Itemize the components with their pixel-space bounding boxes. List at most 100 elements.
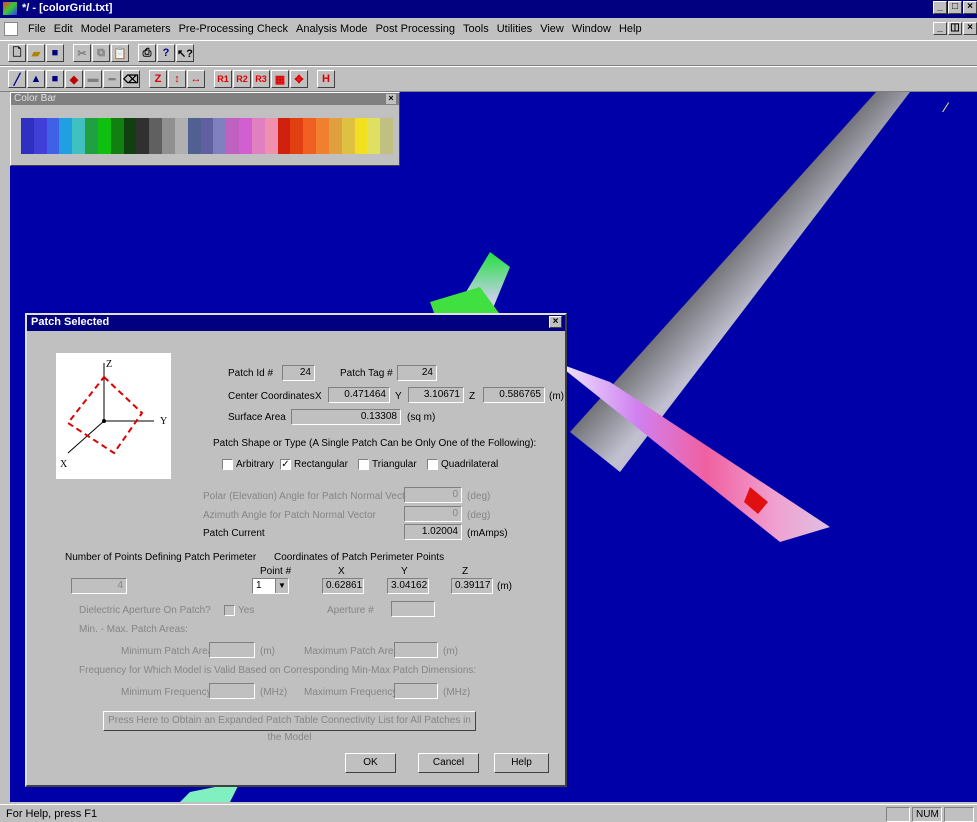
triangular-label: Triangular: [372, 459, 417, 470]
cancel-button[interactable]: Cancel: [418, 753, 479, 773]
patch-id-field: 24: [282, 365, 315, 381]
polar-angle-label: Polar (Elevation) Angle for Patch Normal…: [203, 491, 414, 502]
max-area-field: [394, 642, 438, 658]
color-swatch: [213, 118, 227, 154]
color-swatch: [97, 118, 111, 154]
maximize-button[interactable]: □: [948, 1, 962, 14]
app-icon: [3, 2, 17, 15]
color-swatch: [380, 118, 394, 154]
menu-window[interactable]: Window: [571, 23, 611, 35]
document-icon[interactable]: [4, 22, 18, 36]
triangle-patch-icon[interactable]: ▲: [27, 70, 45, 88]
point-x-header: X: [338, 566, 345, 577]
triangular-checkbox[interactable]: [358, 459, 369, 470]
min-area-field: [209, 642, 255, 658]
child-close-button[interactable]: ×: [963, 22, 977, 35]
new-file-icon[interactable]: 🗋: [8, 44, 26, 62]
dialog-title-bar: Patch Selected ×: [27, 315, 565, 331]
menu-analysis-mode[interactable]: Analysis Mode: [296, 23, 368, 35]
close-button[interactable]: ×: [963, 1, 977, 14]
r3-button[interactable]: R3: [252, 70, 270, 88]
patch-id-label: Patch Id #: [228, 368, 274, 379]
minimize-button[interactable]: _: [933, 1, 947, 14]
num-points-field: 4: [71, 578, 127, 594]
frequency-heading: Frequency for Which Model is Valid Based…: [79, 665, 477, 676]
dielectric-yes-checkbox[interactable]: [224, 605, 235, 616]
wire-tool-icon[interactable]: ╱: [8, 70, 26, 88]
about-icon[interactable]: ?: [157, 44, 175, 62]
open-folder-icon[interactable]: ▰: [27, 44, 45, 62]
arbitrary-checkbox[interactable]: [222, 459, 233, 470]
paste-icon[interactable]: 📋: [111, 44, 129, 62]
save-icon[interactable]: ■: [46, 44, 64, 62]
standard-toolbar: 🗋 ▰ ■ ✂ ⧉ 📋 ⎙ ? ↖?: [0, 40, 977, 66]
rectangle-patch-icon[interactable]: ■: [46, 70, 64, 88]
color-swatch: [251, 118, 265, 154]
chevron-down-icon[interactable]: ▼: [275, 579, 288, 593]
center-z-label: Z: [469, 391, 476, 402]
color-bar-close-icon[interactable]: ×: [386, 94, 396, 104]
z-axis-label: Z: [106, 359, 112, 370]
patch-orientation-diagram: Z Y X: [56, 353, 171, 479]
center-y-field: 3.10671: [408, 387, 464, 403]
menu-bar: File Edit Model Parameters Pre-Processin…: [0, 18, 977, 40]
status-help-text: For Help, press F1: [6, 808, 98, 820]
color-swatch: [226, 118, 240, 154]
aperture-number-field: [391, 601, 435, 617]
aperture-number-label: Aperture #: [327, 605, 374, 616]
h-button[interactable]: H: [317, 70, 335, 88]
dialog-close-icon[interactable]: ×: [549, 316, 562, 328]
child-restore-button[interactable]: ◫: [948, 22, 962, 35]
circle-patch-icon[interactable]: ◆: [65, 70, 83, 88]
rectangular-checkbox[interactable]: ✓: [280, 459, 291, 470]
menu-tools[interactable]: Tools: [463, 23, 489, 35]
horizontal-arrows-icon[interactable]: ↔: [187, 70, 205, 88]
point-number-select[interactable]: 1 ▼: [252, 578, 289, 594]
azimuth-angle-unit: (deg): [467, 510, 491, 521]
print-icon[interactable]: ⎙: [138, 44, 156, 62]
point-unit: (m): [497, 581, 512, 592]
grid-icon[interactable]: ▦: [271, 70, 289, 88]
dash-tool-icon[interactable]: ▬: [84, 70, 102, 88]
point-x-field: 0.62861: [322, 578, 364, 594]
max-frequency-field: [394, 683, 438, 699]
menu-model-parameters[interactable]: Model Parameters: [80, 23, 171, 35]
axes-diagram-graphic: Z Y X: [60, 359, 167, 470]
azimuth-angle-label: Azimuth Angle for Patch Normal Vector: [203, 510, 376, 521]
color-swatch: [149, 118, 163, 154]
patch-tag-field: 24: [397, 365, 437, 381]
clear-tool-icon[interactable]: ⌫: [122, 70, 140, 88]
menu-utilities[interactable]: Utilities: [496, 23, 533, 35]
move-icon[interactable]: ✥: [290, 70, 308, 88]
child-minimize-button[interactable]: _: [933, 22, 947, 35]
cut-icon[interactable]: ✂: [73, 44, 91, 62]
help-button[interactable]: Help: [494, 753, 549, 773]
min-frequency-unit: (MHz): [260, 687, 288, 698]
color-swatch: [367, 118, 381, 154]
context-help-icon[interactable]: ↖?: [176, 44, 194, 62]
z-axis-button[interactable]: Z: [149, 70, 167, 88]
copy-icon[interactable]: ⧉: [92, 44, 110, 62]
menu-file[interactable]: File: [28, 23, 46, 35]
azimuth-angle-field: 0: [404, 506, 462, 522]
menu-view[interactable]: View: [540, 23, 564, 35]
ok-button[interactable]: OK: [345, 753, 396, 773]
color-bar-title-bar: Color Bar ×: [11, 93, 399, 105]
vertical-arrows-icon[interactable]: ↕: [168, 70, 186, 88]
quadrilateral-checkbox[interactable]: [427, 459, 438, 470]
menu-pre-processing-check[interactable]: Pre-Processing Check: [178, 23, 289, 35]
center-coordinates-label: Center Coordinates: [228, 391, 315, 402]
color-swatch: [200, 118, 214, 154]
r2-button[interactable]: R2: [233, 70, 251, 88]
line-tool-icon[interactable]: ━: [103, 70, 121, 88]
menu-post-processing[interactable]: Post Processing: [375, 23, 456, 35]
expanded-patch-table-button[interactable]: Press Here to Obtain an Expanded Patch T…: [103, 711, 476, 743]
menu-help[interactable]: Help: [618, 23, 642, 35]
color-swatch: [21, 118, 34, 154]
r1-button[interactable]: R1: [214, 70, 232, 88]
menu-edit[interactable]: Edit: [53, 23, 73, 35]
color-swatch: [136, 118, 150, 154]
color-swatch: [162, 118, 175, 154]
point-y-header: Y: [401, 566, 408, 577]
app-title-bar: */ - [colorGrid.txt] _ □ ×: [0, 0, 977, 18]
